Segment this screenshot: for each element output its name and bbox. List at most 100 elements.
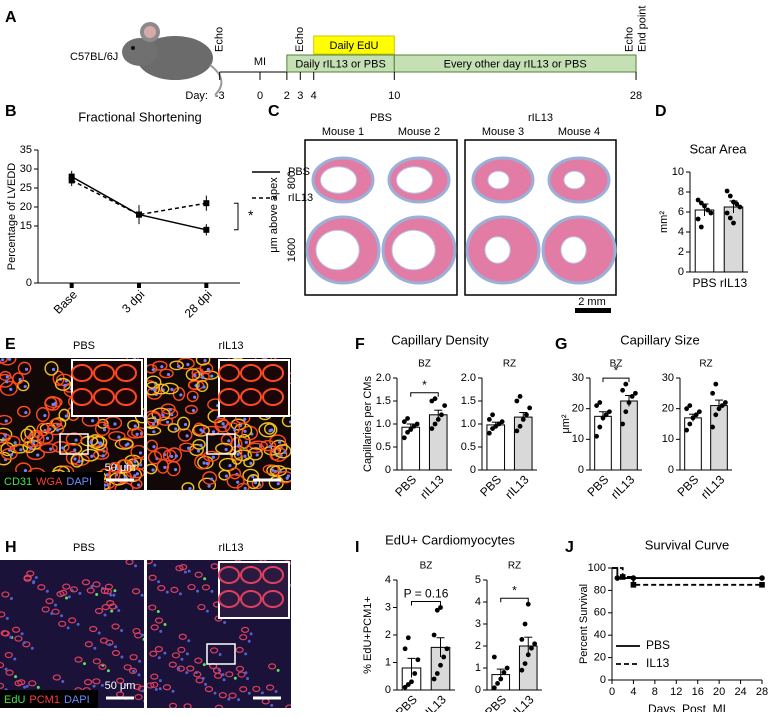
nucleus: [244, 671, 248, 675]
nucleus: [120, 629, 124, 633]
cell: [147, 381, 161, 396]
x-tick-label: 28 dpi: [182, 287, 215, 320]
cell: [170, 586, 179, 593]
cell: [148, 604, 157, 611]
cell: [49, 418, 62, 429]
nucleus: [34, 575, 38, 579]
data-point: [724, 210, 730, 216]
data-point: [684, 427, 689, 433]
cell: [213, 672, 223, 679]
micrograph: [147, 560, 291, 708]
nucleus: [142, 415, 144, 419]
cell: [150, 624, 159, 631]
nucleus: [124, 488, 128, 490]
nucleus: [65, 596, 69, 600]
nucleus: [36, 453, 40, 457]
nucleus: [160, 365, 164, 369]
nucleus: [206, 367, 210, 372]
nucleus: [233, 428, 237, 432]
cell: [218, 469, 231, 481]
cell: [162, 684, 172, 691]
nucleus: [187, 639, 191, 643]
y-tick-label: 25: [20, 182, 32, 194]
cell: [198, 477, 217, 490]
data-point: [727, 215, 733, 221]
nucleus: [173, 468, 178, 472]
nucleus: [83, 662, 87, 666]
cell: [0, 611, 6, 618]
nucleus: [123, 476, 127, 480]
nucleus: [246, 677, 250, 681]
nucleus: [163, 465, 167, 469]
cell: [252, 685, 261, 693]
data-point: [432, 396, 438, 402]
y-tick-label: 30: [20, 163, 32, 175]
cell: [92, 678, 101, 685]
nucleus: [207, 484, 211, 488]
nucleus: [233, 676, 237, 680]
lumen: [320, 166, 357, 194]
nucleus: [158, 687, 162, 691]
nucleus: [211, 430, 216, 434]
data-point: [402, 684, 408, 690]
data-point: [719, 403, 725, 408]
cell: [147, 364, 158, 374]
cell: [44, 396, 58, 411]
cell: [147, 411, 162, 428]
significance-label: *: [248, 207, 254, 223]
x-axis-label: Days Post MI: [648, 702, 726, 712]
nucleus: [45, 436, 50, 440]
nucleus: [4, 419, 8, 423]
panel-label: B: [5, 103, 17, 120]
cell: [247, 447, 263, 461]
data-point: [514, 428, 520, 434]
nucleus: [49, 447, 53, 451]
nucleus: [185, 652, 189, 656]
inset-cell: [115, 388, 137, 406]
nucleus: [7, 358, 12, 361]
data-point: [687, 403, 693, 408]
nucleus: [179, 393, 183, 397]
nucleus: [133, 474, 137, 478]
cell: [265, 684, 275, 691]
y-tick-label: 20: [662, 403, 674, 415]
nucleus: [74, 438, 78, 442]
stain-legend-bg: [0, 690, 98, 708]
cell: [1, 591, 10, 598]
nucleus: [43, 413, 47, 418]
event-label: Echo: [214, 27, 226, 52]
x-tick: [69, 283, 74, 288]
cell: [130, 479, 143, 489]
significance-label: P = 0.16: [404, 587, 449, 601]
significance-label: *: [512, 583, 517, 597]
nucleus: [138, 451, 143, 455]
nucleus: [60, 614, 64, 618]
nucleus: [166, 372, 171, 377]
nucleus: [108, 643, 112, 647]
significance-bracket: [602, 377, 630, 383]
y-axis-label: mm²: [658, 211, 670, 233]
significance-label: *: [422, 378, 427, 392]
legend-label: PBS: [288, 166, 310, 178]
nucleus: [218, 652, 222, 656]
data-point: [626, 400, 632, 405]
nucleus: [161, 413, 165, 417]
nucleus: [243, 429, 247, 433]
x-tick-label: 20: [713, 686, 725, 698]
cell: [130, 444, 144, 460]
cell: [14, 680, 23, 687]
cell: [157, 585, 166, 592]
cell: [14, 635, 23, 642]
bar: [513, 416, 533, 471]
day-label: 3: [297, 90, 303, 102]
nucleus: [236, 480, 240, 484]
nucleus: [201, 375, 205, 380]
subplot-title: BZ: [420, 561, 433, 572]
cell: [269, 465, 287, 477]
nucleus: [9, 707, 12, 708]
nucleus: [124, 443, 128, 447]
lumen: [391, 229, 436, 271]
cell: [83, 679, 93, 686]
nucleus: [168, 408, 172, 412]
survival-line: [612, 567, 762, 586]
